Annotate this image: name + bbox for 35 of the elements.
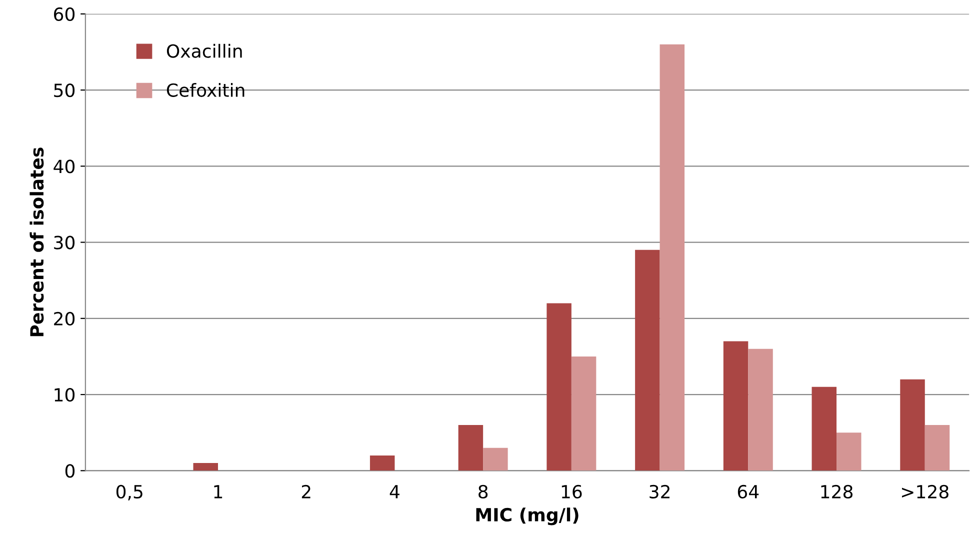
- bar: [812, 386, 837, 471]
- x-tick-label: >128: [902, 484, 948, 499]
- bar: [193, 463, 218, 471]
- bar: [748, 348, 773, 471]
- x-tick-label: 1: [214, 485, 222, 498]
- y-axis-title: Percent of isolates: [30, 148, 44, 336]
- bar: [924, 424, 950, 471]
- y-tick-label: 0: [65, 464, 75, 478]
- legend-label: Cefoxitin: [166, 83, 244, 97]
- bar: [458, 424, 484, 471]
- bar: [370, 455, 395, 471]
- bar: [900, 379, 925, 471]
- x-tick-label: 8: [478, 484, 488, 499]
- x-tick-label: 0,5: [116, 484, 142, 500]
- bar: [483, 448, 508, 471]
- y-tick-label: 20: [54, 312, 75, 326]
- x-tick-label: 128: [821, 484, 853, 499]
- legend-label: Oxacillin: [166, 44, 242, 58]
- x-tick-label: 32: [650, 484, 670, 499]
- bar: [571, 356, 596, 471]
- bar: [660, 44, 685, 471]
- x-axis-title: MIC (mg/l): [476, 508, 578, 526]
- y-tick-label: 50: [54, 84, 75, 98]
- y-tick-label: 10: [54, 388, 75, 402]
- x-tick-label: 16: [562, 484, 582, 499]
- bar: [836, 432, 862, 471]
- bar: [635, 250, 660, 471]
- y-tick-label: 40: [54, 160, 75, 174]
- y-tick-label: 60: [54, 7, 75, 22]
- x-tick-label: 2: [302, 484, 310, 498]
- x-tick-label: 4: [390, 485, 400, 498]
- x-tick-label: 64: [738, 484, 759, 499]
- bar: [723, 341, 748, 471]
- bar: [546, 303, 572, 471]
- y-tick-label: 30: [54, 236, 75, 250]
